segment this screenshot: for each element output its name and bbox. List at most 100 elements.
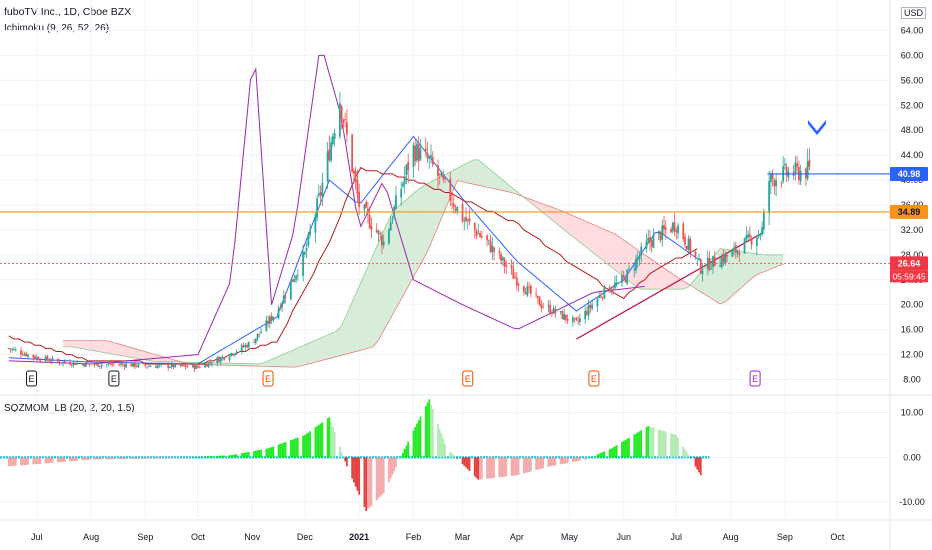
currency-badge[interactable]: USD [900, 7, 926, 19]
sqz-legend[interactable]: SQZMOM_LB (20, 2, 20, 1.5) [4, 403, 135, 414]
candle-body [32, 354, 35, 358]
momentum-bar [547, 457, 550, 467]
candle-body [265, 320, 268, 331]
momentum-bar [172, 457, 175, 459]
momentum-bar [119, 457, 122, 460]
candle-body [437, 165, 439, 177]
candle-body [37, 357, 40, 361]
cloud-segment [546, 205, 552, 220]
candle-body [659, 232, 662, 241]
momentum-bar [510, 457, 513, 476]
candle-body [282, 295, 285, 304]
candle-body [559, 311, 562, 313]
cloud-segment [388, 209, 395, 322]
candle-body [622, 274, 625, 278]
candle-body [379, 233, 382, 235]
momentum-bar [442, 438, 445, 458]
momentum-bar [105, 457, 108, 460]
candle-body [452, 203, 455, 208]
cloud-segment [530, 199, 537, 208]
cloud-segment [704, 261, 710, 298]
cloud-segment [751, 253, 757, 279]
candle-body [733, 247, 735, 250]
candle-body [808, 159, 811, 167]
momentum-bar [70, 457, 73, 462]
momentum-bar [600, 452, 602, 458]
momentum-bar [566, 457, 569, 463]
cloud-segment [94, 340, 100, 352]
y-tick-label: 12.00 [901, 350, 924, 360]
momentum-bar [125, 457, 128, 460]
momentum-bar [612, 447, 615, 458]
momentum-bar [587, 457, 590, 459]
candle-body [682, 223, 685, 239]
cloud-segment [767, 254, 773, 271]
candle-body [769, 173, 772, 182]
momentum-bar [647, 426, 650, 458]
cloud-segment [609, 231, 615, 270]
momentum-bar [197, 456, 199, 458]
candle-body [794, 162, 797, 174]
momentum-bar [32, 457, 35, 465]
momentum-bar [272, 446, 275, 458]
candle-body [123, 364, 126, 367]
momentum-bar [377, 457, 380, 499]
momentum-bar [514, 457, 516, 476]
cloud-segment [131, 347, 137, 359]
candle-body [160, 363, 163, 365]
momentum-bar [98, 457, 101, 460]
candle-body [358, 191, 361, 207]
candle-body [708, 258, 711, 270]
cloud-segment [262, 360, 269, 367]
candle-body [354, 171, 357, 182]
candle-body [86, 363, 89, 365]
momentum-bar [477, 457, 480, 480]
candle-body [49, 360, 52, 362]
momentum-bar [381, 457, 383, 495]
chikou-line [8, 54, 645, 365]
candle-body [402, 183, 404, 187]
momentum-bar [51, 457, 54, 463]
momentum-bar [223, 455, 226, 458]
candle-body [571, 317, 574, 322]
cloud-segment [283, 351, 290, 368]
momentum-bar [573, 457, 576, 462]
candle-body [473, 223, 476, 230]
cloud-segment [462, 162, 468, 183]
candle-body [377, 230, 380, 234]
momentum-bar [183, 457, 185, 458]
candle-body [7, 348, 10, 350]
cloud-segment [215, 362, 221, 366]
momentum-bar [685, 452, 688, 458]
candle-body [395, 195, 397, 209]
candle-body [93, 364, 96, 365]
momentum-bar [270, 447, 273, 458]
candle-body [132, 362, 135, 367]
cloud-segment [699, 267, 705, 295]
momentum-bar [111, 457, 114, 460]
candle-body [170, 363, 173, 367]
momentum-bar [628, 437, 630, 458]
candle-body [228, 356, 231, 361]
ichimoku-legend[interactable]: Ichimoku (9, 26, 52, 26) [4, 23, 110, 34]
candle-body [608, 287, 611, 293]
momentum-bar [505, 457, 508, 477]
candle-body [70, 365, 73, 367]
candle-body [664, 227, 667, 230]
candle-body [587, 304, 590, 316]
candle-body [97, 362, 100, 367]
momentum-bar [584, 457, 587, 460]
momentum-bar [21, 457, 24, 466]
momentum-bar [698, 457, 700, 473]
x-tick-label: 2021 [349, 532, 369, 542]
candle-body [775, 180, 778, 187]
candle-body [74, 363, 77, 366]
candle-body [701, 270, 704, 274]
momentum-bar [649, 426, 651, 458]
candle-body [757, 234, 760, 237]
candle-body [112, 363, 115, 365]
candle-body [247, 342, 250, 348]
candle-body [652, 235, 655, 248]
